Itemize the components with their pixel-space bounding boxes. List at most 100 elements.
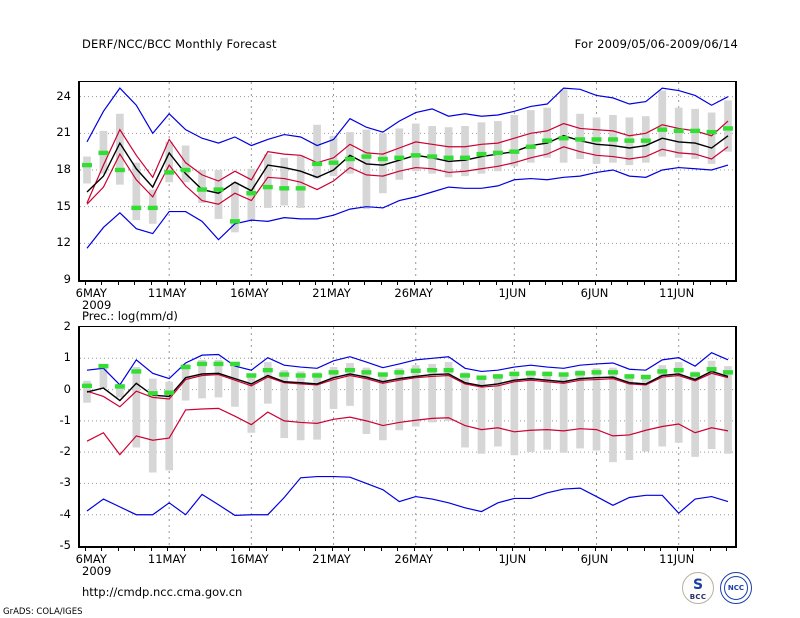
x-axis-tick (446, 547, 448, 551)
observed-marker (262, 367, 273, 373)
x-axis-tick (216, 547, 218, 551)
x-axis-tick (726, 281, 727, 285)
x-axis-tick (364, 281, 366, 285)
x-axis-tick (545, 547, 547, 551)
member-spread-bar (116, 113, 124, 185)
observed-marker (673, 367, 684, 373)
observed-marker (476, 151, 487, 157)
temperature-year-label: 2009 (82, 298, 112, 312)
x-axis-tick (479, 281, 481, 285)
observed-marker (295, 186, 306, 191)
x-axis-tick-label: 26MAY (394, 552, 433, 566)
x-axis-tick (528, 281, 530, 285)
website-url[interactable]: http://cmdp.ncc.cma.gov.cn (82, 585, 243, 599)
series-line-ensemble-mean (86, 370, 729, 402)
x-axis-tick (134, 547, 136, 551)
x-axis-tick (561, 547, 563, 551)
member-spread-bar (116, 383, 124, 398)
member-spread-bar (296, 371, 305, 441)
x-axis-tick-label: 6MAY (75, 286, 107, 300)
observed-marker (213, 187, 224, 192)
member-spread-bar (526, 110, 535, 163)
observed-marker (443, 367, 454, 373)
observed-marker (213, 361, 224, 367)
x-axis-tick (200, 547, 202, 551)
observed-marker (476, 375, 487, 380)
y-axis-tick-label: -3 (59, 475, 71, 490)
observed-marker (427, 367, 438, 373)
series-line-max (86, 351, 729, 386)
observed-marker (525, 144, 536, 149)
observed-marker (558, 136, 569, 141)
member-spread-bar (724, 366, 732, 454)
x-axis-tick (413, 281, 415, 285)
member-spread-bar (395, 128, 404, 180)
series-line-upper-quartile (86, 120, 729, 204)
bcc-logo-text: BCC (689, 593, 707, 602)
x-axis-tick (495, 547, 497, 551)
x-axis-tick (282, 547, 284, 551)
x-axis-tick (397, 281, 399, 285)
observed-marker (98, 363, 109, 369)
member-spread-bar (165, 141, 174, 183)
observed-marker (410, 368, 421, 373)
observed-marker (262, 184, 273, 190)
observed-marker (328, 370, 339, 375)
series-line-max (86, 87, 729, 147)
member-spread-bar (313, 124, 321, 179)
x-axis-tick (627, 547, 629, 551)
member-spread-bar (658, 365, 667, 447)
observed-marker (131, 369, 142, 374)
ncc-logo-text: NCC (727, 584, 745, 592)
observed-marker (690, 372, 701, 377)
x-axis-tick (315, 547, 317, 551)
member-spread-bar (559, 372, 568, 453)
observed-marker (312, 373, 323, 378)
x-axis-tick-label: 11JUN (659, 286, 695, 300)
y-axis-tick-label: 2 (63, 319, 71, 333)
y-axis-tick-label: -5 (59, 538, 71, 552)
member-spread-bar (346, 132, 354, 174)
x-axis-tick (347, 547, 349, 551)
surface-temperature-svg (80, 82, 735, 280)
x-axis-tick (167, 281, 169, 285)
observed-marker (607, 137, 618, 142)
observed-marker (640, 138, 651, 143)
x-axis-tick (512, 547, 514, 551)
observed-marker (427, 154, 438, 159)
observed-marker (492, 150, 503, 156)
x-axis-tick (282, 281, 284, 285)
series-line-lower-quartile (86, 407, 729, 456)
observed-marker (279, 186, 290, 191)
x-axis-tick (347, 281, 349, 285)
observed-marker (706, 129, 717, 135)
bcc-logo-icon: Ѕ BCC (682, 572, 714, 604)
x-axis-tick (101, 547, 103, 551)
member-spread-bar (280, 157, 289, 206)
x-axis-tick (232, 281, 234, 285)
x-axis-tick-label: 21MAY (312, 552, 351, 566)
observed-marker (624, 374, 635, 379)
member-spread-bar (658, 90, 667, 157)
x-axis-tick (150, 547, 152, 551)
x-axis-tick-label: 26MAY (394, 286, 433, 300)
precipitation-plot-area (78, 326, 737, 548)
member-spread-bar (395, 368, 404, 431)
observed-marker (410, 153, 421, 158)
member-spread-bar (494, 121, 502, 172)
member-spread-bar (247, 373, 256, 433)
observed-marker (229, 219, 240, 224)
observed-marker (640, 374, 651, 380)
member-spread-bar (181, 363, 190, 401)
observed-marker (377, 156, 388, 162)
x-axis-tick (364, 547, 366, 551)
x-axis-tick-label: 6JUN (580, 552, 609, 566)
x-axis-tick (545, 281, 547, 285)
x-axis-tick (298, 281, 300, 285)
y-axis-tick-label: 18 (56, 162, 71, 176)
x-axis-tick-label: 11MAY (147, 552, 187, 566)
member-spread-bar (576, 370, 584, 449)
member-spread-bar (625, 373, 634, 460)
member-spread-bar (99, 363, 108, 389)
y-axis-tick-label: 1 (63, 350, 71, 365)
